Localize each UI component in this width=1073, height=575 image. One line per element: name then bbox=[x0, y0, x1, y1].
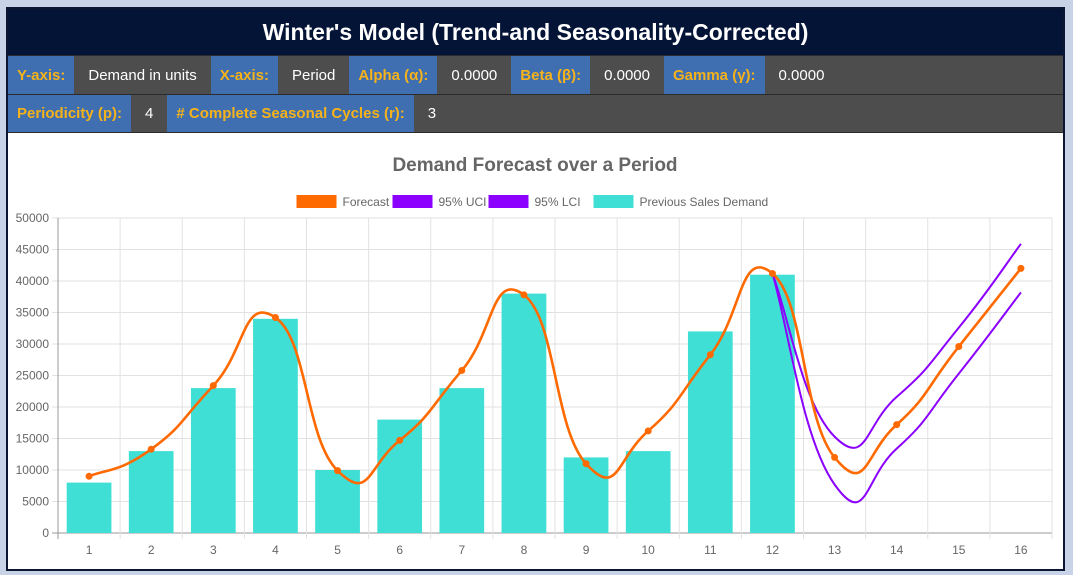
x-tick-label: 5 bbox=[334, 543, 341, 557]
forecast-point[interactable] bbox=[768, 269, 776, 277]
x-tick-label: 2 bbox=[148, 543, 155, 557]
bar[interactable] bbox=[750, 274, 795, 533]
x-tick-label: 15 bbox=[952, 543, 966, 557]
y-tick-label: 50000 bbox=[16, 211, 50, 225]
y-tick-label: 40000 bbox=[16, 274, 50, 288]
bar[interactable] bbox=[687, 331, 733, 533]
bar[interactable] bbox=[66, 482, 112, 533]
x-tick-label: 7 bbox=[458, 543, 465, 557]
periodicity-value: 4 bbox=[145, 105, 154, 122]
parameter-row-2: Periodicity (p): 4 # Complete Seasonal C… bbox=[8, 94, 1063, 133]
forecast-point[interactable] bbox=[520, 291, 528, 299]
y-tick-label: 25000 bbox=[16, 369, 50, 383]
y-axis-value: Demand in units bbox=[88, 66, 197, 84]
x-tick-label: 10 bbox=[642, 543, 656, 557]
forecast-point[interactable] bbox=[85, 472, 93, 480]
x-tick-label: 8 bbox=[521, 543, 528, 557]
legend-label: Forecast bbox=[343, 195, 390, 209]
y-axis-label: Y-axis: bbox=[8, 56, 75, 94]
forecast-point[interactable] bbox=[831, 453, 839, 461]
x-tick-label: 4 bbox=[272, 543, 279, 557]
x-tick-label: 13 bbox=[828, 543, 842, 557]
bar[interactable] bbox=[625, 451, 671, 533]
x-tick-label: 1 bbox=[86, 543, 93, 557]
x-tick-label: 16 bbox=[1014, 543, 1028, 557]
line-series bbox=[85, 243, 1025, 504]
x-tick-label: 11 bbox=[704, 543, 717, 557]
legend-item[interactable]: 95% LCI bbox=[488, 195, 581, 209]
x-tick-label: 9 bbox=[583, 543, 590, 557]
bar[interactable] bbox=[377, 419, 423, 533]
chart-axes: 0 5000 10000 15000 20000 25000 30000 35000 40000… bbox=[16, 211, 1028, 557]
bar[interactable] bbox=[128, 451, 174, 533]
forecast-point[interactable] bbox=[955, 343, 963, 351]
chart-grid bbox=[52, 217, 1053, 539]
forecast-point[interactable] bbox=[396, 436, 404, 444]
legend-swatch bbox=[392, 195, 433, 208]
y-tick-label: 20000 bbox=[16, 400, 50, 414]
y-tick-label: 30000 bbox=[16, 337, 50, 351]
forecast-point[interactable] bbox=[644, 427, 652, 435]
forecast-point[interactable] bbox=[209, 382, 217, 390]
legend-label: Previous Sales Demand bbox=[640, 195, 769, 209]
lci-line[interactable] bbox=[771, 273, 1022, 504]
legend-item[interactable]: 95% UCI bbox=[392, 195, 487, 209]
chart-container: Demand Forecast over a Period Forecast 95… bbox=[8, 133, 1063, 571]
uci-line[interactable] bbox=[771, 243, 1022, 449]
x-tick-label: 12 bbox=[766, 543, 780, 557]
bar[interactable] bbox=[501, 293, 547, 533]
bar[interactable] bbox=[190, 388, 236, 533]
y-tick-label: 0 bbox=[42, 526, 49, 540]
chart-legend: Forecast 95% UCI 95% LCI Previous Sales Dem… bbox=[296, 195, 769, 209]
chart-title: Demand Forecast over a Period bbox=[392, 155, 677, 176]
y-tick-label: 35000 bbox=[16, 306, 50, 320]
beta-label: Beta (β): bbox=[511, 56, 591, 94]
demand-forecast-chart: Demand Forecast over a Period Forecast 95… bbox=[16, 155, 1053, 557]
forecast-point[interactable] bbox=[147, 445, 155, 453]
legend-swatch bbox=[488, 195, 529, 208]
x-axis-value: Period bbox=[291, 66, 336, 84]
y-tick-label: 15000 bbox=[16, 432, 50, 446]
legend-label: 95% LCI bbox=[535, 195, 581, 209]
x-tick-label: 14 bbox=[890, 543, 904, 557]
legend-item[interactable]: Forecast bbox=[296, 195, 390, 209]
beta-value: 0.0000 bbox=[604, 66, 650, 84]
parameter-row-1: Y-axis: Demand in units X-axis: Period A… bbox=[8, 55, 1063, 94]
seasonal-cycles-value: 3 bbox=[427, 105, 437, 122]
bar[interactable] bbox=[315, 470, 360, 533]
gamma-label: Gamma (γ): bbox=[664, 56, 765, 94]
alpha-value: 0.0000 bbox=[451, 66, 498, 84]
periodicity-label: Periodicity (p): bbox=[8, 95, 132, 132]
y-tick-label: 45000 bbox=[16, 243, 50, 257]
gamma-value: 0.0000 bbox=[778, 66, 825, 84]
legend-item[interactable]: Previous Sales Demand bbox=[593, 195, 769, 209]
y-tick-label: 5000 bbox=[22, 495, 49, 509]
x-tick-label: 6 bbox=[396, 543, 403, 557]
bar[interactable] bbox=[563, 457, 609, 533]
forecast-point[interactable] bbox=[458, 366, 466, 374]
app-frame: Winter's Model (Trend-and Seasonality-Co… bbox=[6, 7, 1065, 571]
bar-series bbox=[66, 274, 795, 533]
y-tick-label: 10000 bbox=[16, 463, 50, 477]
alpha-label: Alpha (α): bbox=[349, 56, 438, 94]
forecast-line[interactable] bbox=[88, 266, 1022, 485]
forecast-point[interactable] bbox=[334, 467, 342, 475]
legend-swatch bbox=[593, 195, 634, 208]
legend-label: 95% UCI bbox=[439, 195, 487, 209]
bar[interactable] bbox=[439, 388, 485, 533]
forecast-point[interactable] bbox=[706, 351, 714, 359]
forecast-point[interactable] bbox=[1017, 264, 1025, 272]
forecast-point[interactable] bbox=[582, 460, 590, 468]
page-title: Winter's Model (Trend-and Seasonality-Co… bbox=[8, 9, 1063, 55]
legend-swatch bbox=[296, 195, 337, 208]
x-axis-label: X-axis: bbox=[210, 56, 278, 94]
seasonal-cycles-label: # Complete Seasonal Cycles (r): bbox=[167, 95, 414, 132]
forecast-point[interactable] bbox=[271, 314, 279, 322]
x-tick-label: 3 bbox=[210, 543, 217, 557]
bar[interactable] bbox=[253, 318, 298, 533]
forecast-point[interactable] bbox=[893, 421, 901, 429]
